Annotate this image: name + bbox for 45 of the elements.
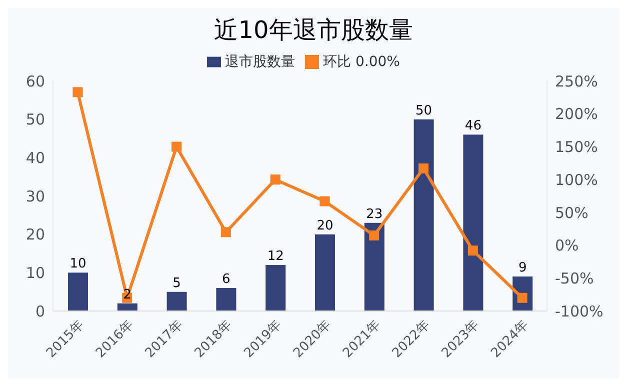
bar (117, 303, 138, 311)
y-tick-label: 0 (35, 302, 45, 320)
data-label: 23 (366, 206, 383, 222)
data-label: 2 (123, 287, 132, 302)
data-label: 12 (267, 249, 284, 264)
y-tick-label: 40 (26, 148, 45, 167)
y2-tick-label: 200% (555, 105, 598, 124)
bar (266, 265, 286, 311)
bar (216, 288, 236, 311)
y-tick-label: 30 (26, 187, 45, 206)
y-tick-label: 50 (26, 110, 45, 129)
point (172, 142, 182, 152)
point (418, 163, 428, 174)
bar (68, 272, 88, 311)
data-label: 50 (416, 103, 432, 118)
bar (166, 292, 187, 311)
legend-label: 退市股数量 (225, 54, 296, 70)
y-tick-label: 20 (26, 226, 45, 244)
y2-tick-label: 50% (555, 204, 588, 222)
data-label: 5 (172, 276, 181, 291)
data-label: 10 (70, 256, 86, 272)
chart-title: 近10年退市股数量 (213, 15, 414, 46)
y-tick-label: 60 (26, 72, 45, 90)
y-tick-label: 10 (26, 264, 45, 282)
bar (315, 234, 335, 311)
data-label: 20 (316, 218, 334, 234)
point (320, 196, 330, 206)
point (468, 246, 478, 256)
y2-tick-label: 100% (555, 170, 598, 189)
data-label: 46 (464, 118, 482, 134)
point (72, 87, 83, 98)
bar (463, 134, 484, 311)
point (220, 227, 231, 238)
y2-tick-label: -100% (555, 302, 604, 320)
point (369, 230, 380, 240)
y2-tick-label: 0% (555, 236, 579, 255)
y2-tick-label: 150% (555, 138, 598, 156)
bar (364, 222, 384, 311)
point (270, 174, 280, 185)
y2-tick-label: -50% (555, 269, 594, 288)
data-label: 6 (222, 272, 230, 287)
y2-tick-label: 250% (555, 72, 598, 90)
bar (414, 119, 434, 311)
legend-label: 环比 0.00% (323, 54, 400, 70)
data-label: 9 (518, 260, 527, 276)
